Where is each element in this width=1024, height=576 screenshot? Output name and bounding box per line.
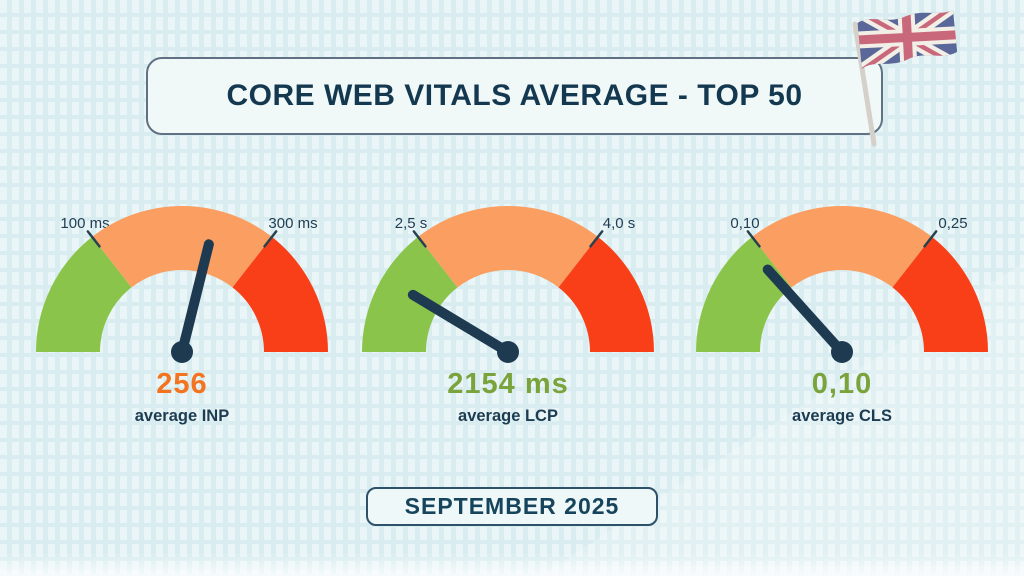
- gauge-needle-pivot: [831, 341, 853, 363]
- gauge-arc: [362, 205, 654, 352]
- gauge-max-tick-label: 0,25: [938, 215, 968, 232]
- gauge-tick-marks: [746, 230, 938, 248]
- gauge-tick-marks: [86, 230, 278, 248]
- gauge-metric-label: average CLS: [792, 407, 892, 425]
- gauge-metric-label: average INP: [134, 407, 230, 425]
- period-label: SEPTEMBER 2025: [404, 493, 620, 519]
- gauge-min-tick-label: 0,10: [730, 215, 760, 232]
- gauge-zone-poor: [232, 236, 328, 352]
- gauge-value: 0,10: [811, 368, 873, 400]
- gauge-zone-needs-improvement: [418, 205, 598, 288]
- uk-flag-icon: [852, 9, 958, 147]
- gauge-needle-pivot: [497, 341, 519, 363]
- gauge-zone-good: [36, 236, 132, 352]
- page-title: CORE WEB VITALS AVERAGE - TOP 50: [226, 79, 803, 112]
- gauge-min-tick-label: 2,5 s: [394, 215, 428, 232]
- gauge-zone-poor: [558, 236, 654, 352]
- flag-pole: [852, 21, 877, 147]
- gauge-lcp: 2,5 s 4,0 s 2154 ms average LCP: [343, 200, 673, 436]
- title-banner: CORE WEB VITALS AVERAGE - TOP 50: [146, 57, 883, 135]
- gauge-max-tick-label: 300 ms: [268, 215, 318, 232]
- gauge-arc: [36, 205, 328, 352]
- union-jack: [857, 9, 958, 69]
- gauge-metric-label: average LCP: [458, 407, 558, 425]
- gauge-value: 2154 ms: [447, 368, 569, 400]
- gauge-zone-poor: [892, 236, 988, 352]
- gauge-inp: 100 ms 300 ms 256 average INP: [17, 200, 347, 436]
- gauge-max-tick-label: 4,0 s: [602, 215, 636, 232]
- gauge-value: 256: [156, 368, 208, 400]
- period-badge: SEPTEMBER 2025: [366, 487, 658, 526]
- gauge-cls: 0,10 0,25 0,10 average CLS: [677, 200, 1007, 436]
- gauge-zone-needs-improvement: [752, 205, 932, 288]
- gauge-needle-pivot: [171, 341, 193, 363]
- gauge-zone-needs-improvement: [92, 205, 272, 288]
- gauge-tick-marks: [412, 230, 604, 248]
- gauge-arc: [696, 205, 988, 352]
- gauge-min-tick-label: 100 ms: [60, 215, 110, 232]
